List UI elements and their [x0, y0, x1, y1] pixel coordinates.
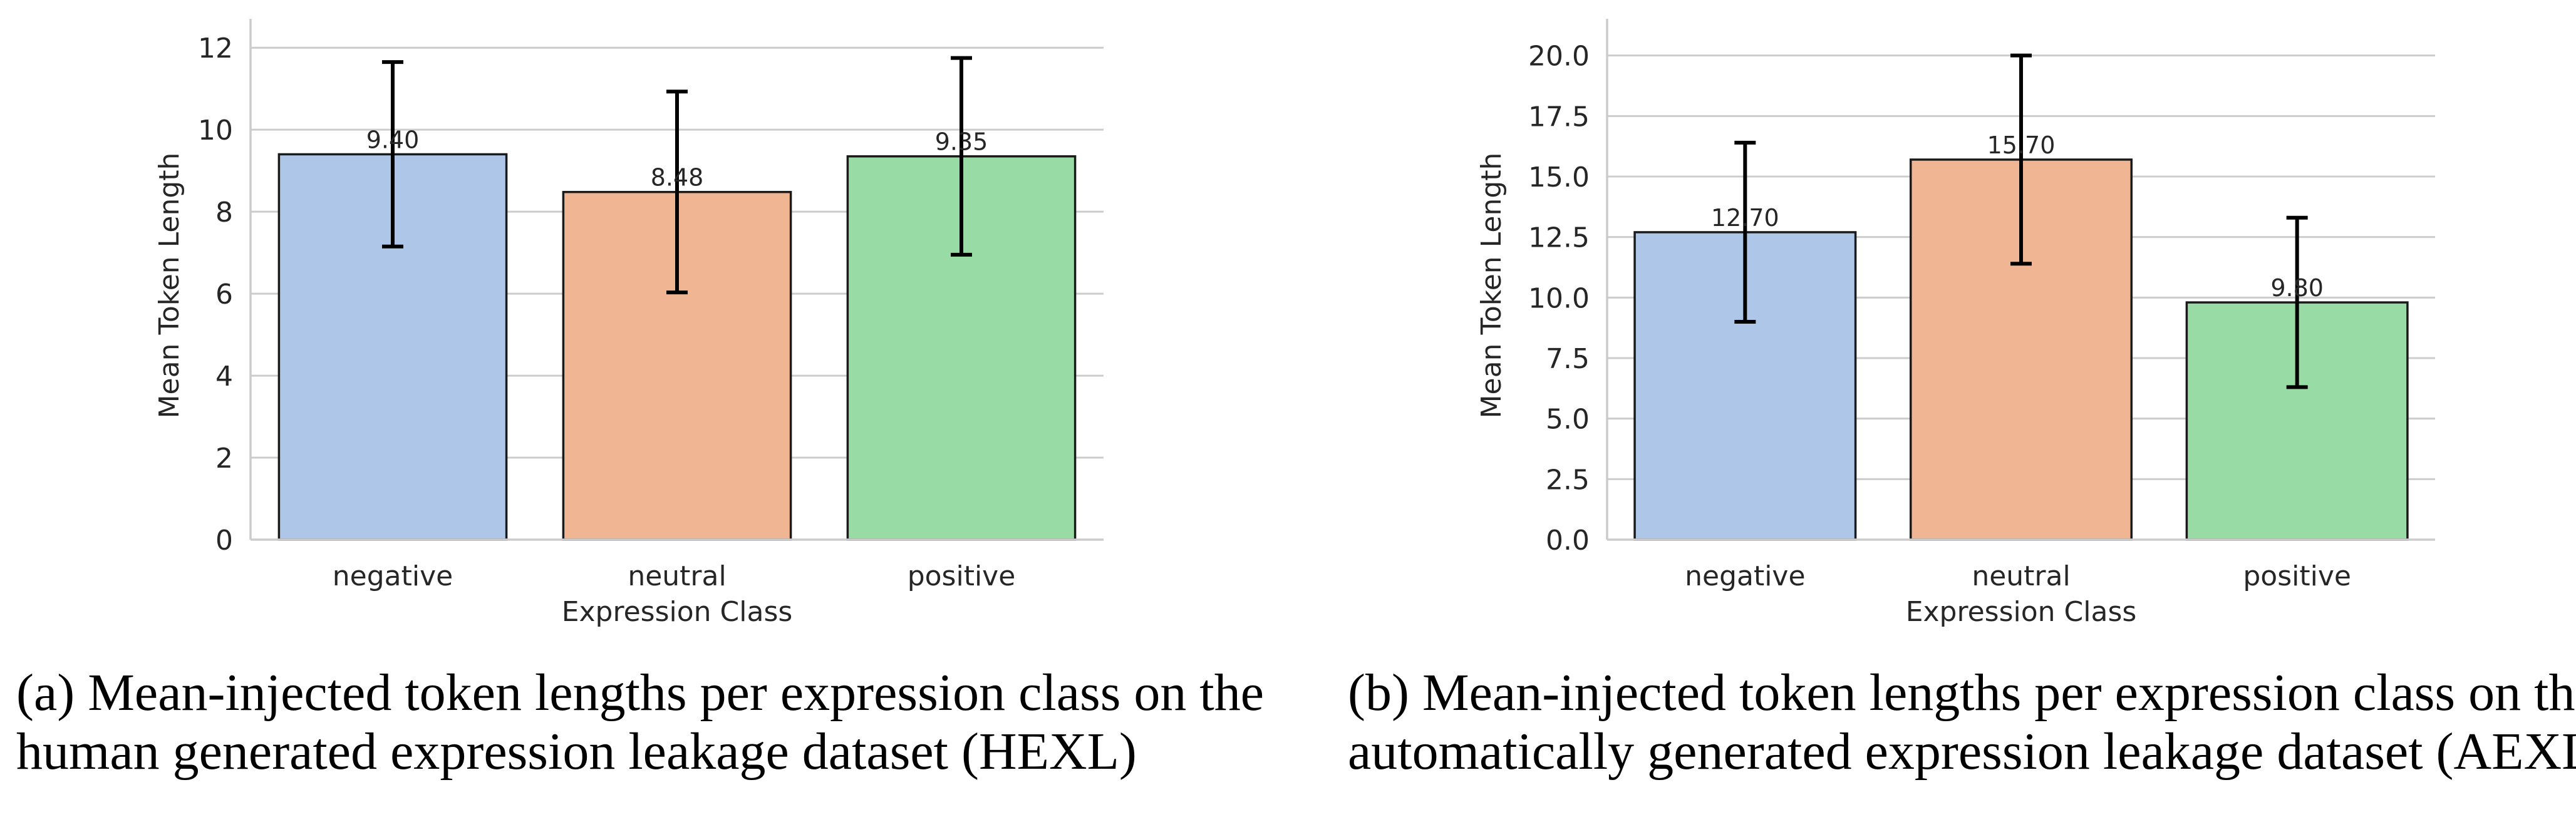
- value-label: 15.70: [1987, 131, 2056, 159]
- x-tick-label: positive: [2243, 560, 2351, 592]
- value-label: 9.35: [935, 128, 988, 156]
- y-tick-label: 2.5: [1546, 464, 1590, 496]
- y-tick-label: 5.0: [1546, 404, 1590, 436]
- y-tick-label: 0: [215, 525, 233, 557]
- panel-a: 0 2 4 6 8 10 12 9.40 8.48 9.35 negative neutral posi…: [16, 19, 1269, 781]
- caption-b-line1: (b) Mean-injected token lengths per expr…: [1348, 664, 2576, 722]
- value-label: 12.70: [1711, 204, 1779, 232]
- x-tick-label: positive: [908, 560, 1016, 592]
- x-tick-label: negative: [1685, 560, 1805, 592]
- x-tick-label: neutral: [628, 560, 726, 592]
- y-tick-label: 12.5: [1528, 222, 1590, 254]
- y-tick-label: 4: [215, 361, 233, 393]
- y-tick-label: 6: [215, 279, 233, 311]
- y-axis-title: Mean Token Length: [1476, 153, 1508, 419]
- y-axis-title: Mean Token Length: [153, 153, 185, 419]
- x-tick-label: negative: [333, 560, 453, 592]
- y-tick-label: 10: [198, 115, 233, 146]
- value-label: 9.40: [366, 126, 420, 153]
- x-axis-title: Expression Class: [562, 596, 793, 628]
- panel-b: 0.0 2.5 5.0 7.5 10.0 12.5 15.0 17.5 20.0 12.70 15.…: [1288, 0, 2576, 837]
- y-tick-label: 7.5: [1546, 343, 1590, 375]
- chart-hexl: 0 2 4 6 8 10 12 9.40 8.48 9.35 negative neutral posi…: [153, 19, 1104, 628]
- x-tick-label: neutral: [1972, 560, 2070, 592]
- caption-a-line2: human generated expression leakage datas…: [16, 722, 1137, 781]
- y-tick-label: 2: [215, 443, 233, 475]
- caption-a-line1: (a) Mean-injected token lengths per expr…: [16, 664, 1265, 722]
- value-label: 9.80: [2270, 274, 2324, 302]
- y-tick-label: 20.0: [1528, 41, 1590, 73]
- y-tick-label: 12: [198, 33, 233, 64]
- y-tick-label: 8: [215, 197, 233, 229]
- value-label: 8.48: [651, 164, 704, 192]
- x-axis-title: Expression Class: [1906, 596, 2137, 628]
- caption-b: (b) Mean-injected token lengths per expr…: [1348, 664, 2576, 781]
- chart-aexl: 0.0 2.5 5.0 7.5 10.0 12.5 15.0 17.5 20.0 12.70 15.…: [1476, 19, 2435, 628]
- caption-a: (a) Mean-injected token lengths per expr…: [16, 664, 1269, 781]
- y-tick-label: 0.0: [1546, 525, 1590, 557]
- y-tick-label: 17.5: [1528, 101, 1590, 133]
- caption-b-line2: automatically generated expression leaka…: [1348, 722, 2576, 781]
- y-tick-label: 15.0: [1528, 162, 1590, 193]
- y-tick-label: 10.0: [1528, 282, 1590, 314]
